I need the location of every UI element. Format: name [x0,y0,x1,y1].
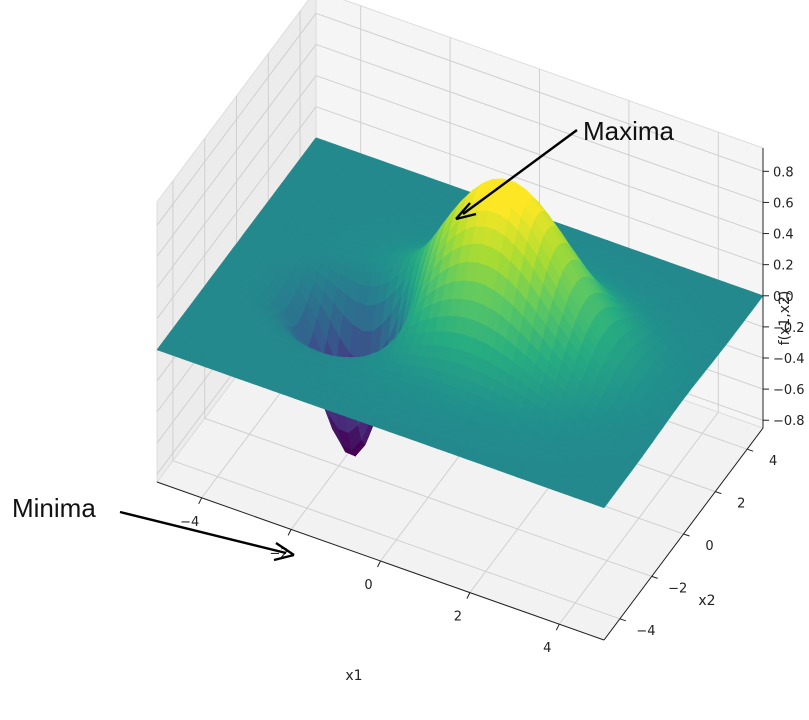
annotation-maxima: Maxima [455,116,675,221]
grid-line-z-side [156,44,317,257]
x-axis-label: x1 [345,668,362,684]
x-tick-mark [377,560,381,568]
x-tick-mark [287,529,292,536]
y-tick-mark [715,491,722,495]
annotation-maxima-arrow [462,129,578,215]
annotation-maxima-arrowhead [455,202,477,221]
x-tick-mark [555,623,560,631]
y-tick-label: −4 [636,624,655,639]
y-tick-mark [651,575,658,579]
annotation-minima-arrow [119,510,287,555]
grid-line-z-back [315,106,764,266]
z-tick-label: −0.2 [773,321,805,336]
x-tick-label: −4 [180,515,199,530]
y-tick-mark [683,533,690,537]
tick-labels: −4−2024−4−2024−0.8−0.6−0.4−0.20.00.20.40… [180,165,804,656]
grid-line-z-side [156,13,317,226]
annotation-maxima-label: Maxima [583,116,675,146]
grid-line-z-back [315,43,764,203]
y-tick-label: −2 [668,581,687,596]
z-tick-label: 0.6 [773,196,794,211]
x-tick-mark [198,497,203,505]
z-tick-label: −0.4 [773,352,805,367]
grid-line-y-floor [204,417,652,577]
y-tick-label: 2 [737,497,745,512]
z-tick-label: 0.2 [773,259,794,274]
annotation-minima: Minima [12,493,295,562]
y-tick-mark [746,448,754,452]
grid-line-y-floor [172,460,621,620]
annotation-minima-label: Minima [12,493,96,523]
z-tick-label: 0.8 [773,165,794,180]
z-axis-label: f(x1,x2) [777,291,793,346]
annotation-minima-arrowhead [273,542,295,562]
z-tick-label: 0.0 [773,290,794,305]
z-tick-label: −0.6 [773,383,805,398]
y-tick-label: 0 [705,539,713,554]
grid-line-z-side [156,75,317,288]
grid-line-z-back [315,75,764,235]
y-tick-label: 4 [769,454,777,469]
surface-facet [593,499,608,509]
x-tick-label: 2 [454,610,462,625]
axis-lines [156,148,769,641]
x-tick-label: 0 [364,578,372,593]
y-axis-label: x2 [698,593,715,609]
x-tick-label: 4 [543,641,551,656]
grid-line-z-side [156,106,317,319]
x-tick-mark [466,592,471,599]
y-tick-mark [619,618,627,622]
grid-line-z-back [315,12,764,172]
z-tick-label: −0.8 [773,414,805,429]
z-tick-label: 0.4 [773,228,794,243]
surface [156,137,764,509]
